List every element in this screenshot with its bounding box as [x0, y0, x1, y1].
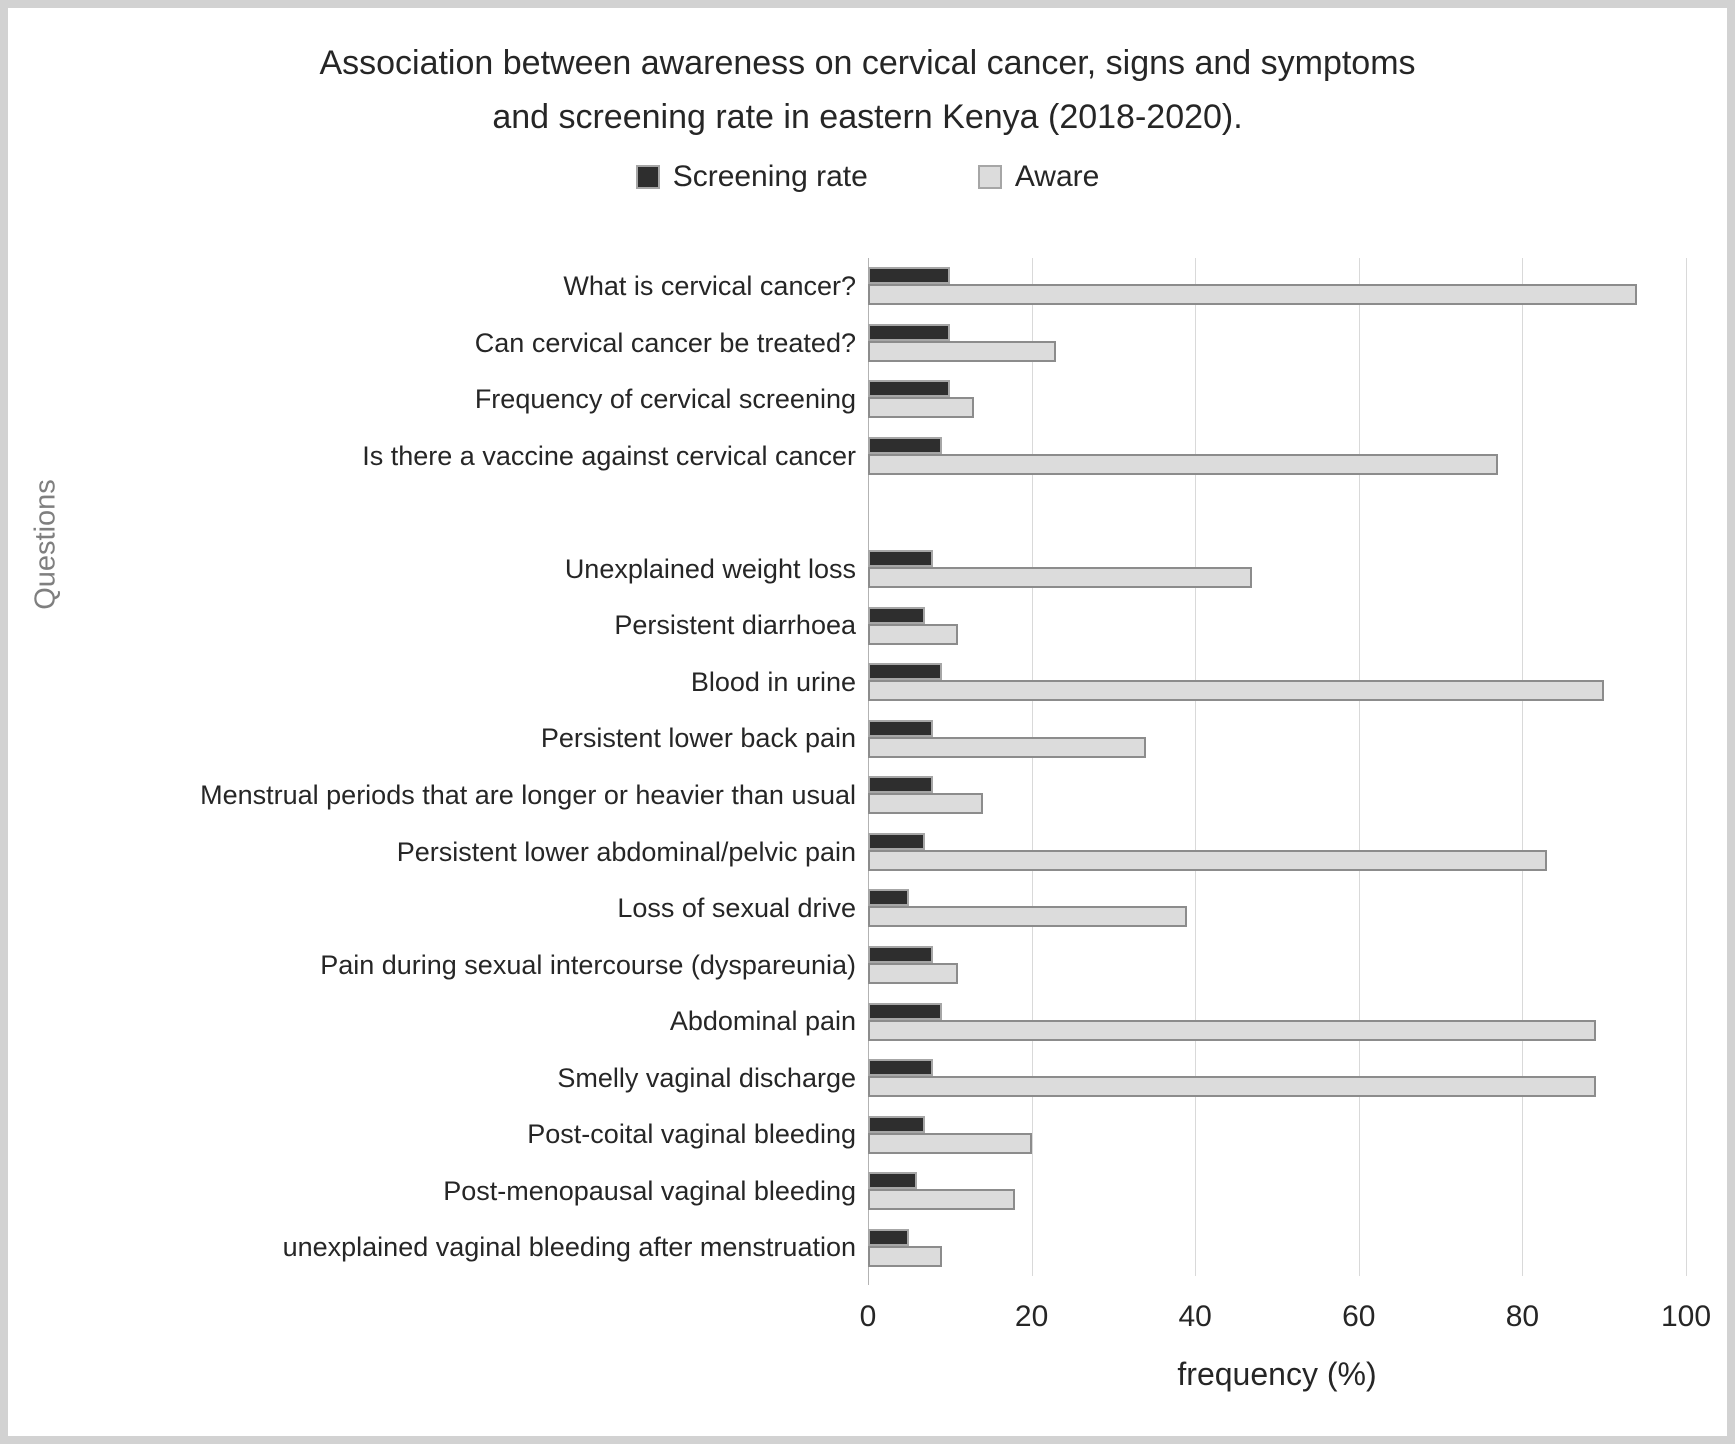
- category-label: Pain during sexual intercourse (dyspareu…: [320, 949, 856, 980]
- bar-aware: [868, 567, 1253, 589]
- gridline: [1031, 258, 1033, 1276]
- gridline: [1358, 258, 1360, 1276]
- bar-aware: [868, 680, 1605, 702]
- bar-aware: [868, 1245, 942, 1267]
- bar-aware: [868, 1189, 1016, 1211]
- bar-aware: [868, 1076, 1597, 1098]
- y-axis-title: Questions: [29, 479, 62, 610]
- bar-screening-rate: [868, 889, 909, 907]
- x-axis-title: frequency (%): [1177, 1356, 1377, 1392]
- bar-screening-rate: [868, 323, 950, 341]
- category-label: Post-menopausal vaginal bleeding: [443, 1175, 856, 1206]
- category-label: unexplained vaginal bleeding after menst…: [282, 1232, 856, 1263]
- bar-screening-rate: [868, 1002, 942, 1020]
- bar-screening-rate: [868, 380, 950, 398]
- category-label: Persistent lower abdominal/pelvic pain: [396, 836, 856, 867]
- x-tick-label: 80: [1505, 1300, 1540, 1333]
- chart-title-line-2: and screening rate in eastern Kenya (201…: [492, 98, 1243, 137]
- bar-screening-rate: [868, 436, 942, 454]
- x-axis-ticks: 0 20 40 60 80 100: [860, 1300, 1711, 1342]
- category-label: What is cervical cancer?: [563, 271, 856, 301]
- chart-title: Association between awareness on cervica…: [8, 36, 1727, 145]
- bar-aware: [868, 284, 1637, 306]
- category-label: Frequency of cervical screening: [474, 384, 856, 415]
- bar-aware: [868, 453, 1498, 475]
- bar-aware: [868, 736, 1147, 758]
- category-label: Unexplained weight loss: [564, 553, 856, 584]
- bar-screening-rate: [868, 776, 934, 794]
- bar-screening-rate: [868, 945, 934, 963]
- legend-item-aware: Aware: [977, 160, 1100, 194]
- legend-swatch-aware-icon: [977, 165, 1002, 189]
- gridline: [1195, 258, 1197, 1276]
- bar-aware: [868, 1019, 1597, 1041]
- bar-screening-rate: [868, 663, 942, 681]
- plot-area: [868, 258, 1687, 1285]
- bar-screening-rate: [868, 832, 926, 850]
- bar-screening-rate: [868, 1228, 909, 1246]
- bar-aware: [868, 1132, 1032, 1154]
- category-label: Post-coital vaginal bleeding: [527, 1119, 856, 1150]
- legend-label-aware: Aware: [1014, 160, 1100, 193]
- bar-aware: [868, 340, 1057, 362]
- x-tick-label: 60: [1342, 1300, 1376, 1333]
- legend-swatch-screening-rate-icon: [635, 165, 660, 189]
- chart-title-line-1: Association between awareness on cervica…: [319, 44, 1416, 82]
- category-label: Abdominal pain: [669, 1006, 856, 1037]
- category-label: Loss of sexual drive: [617, 893, 856, 924]
- gridline: [1522, 258, 1524, 1276]
- x-tick-label: 40: [1178, 1300, 1212, 1333]
- bar-screening-rate: [868, 550, 934, 568]
- x-tick-label: 20: [1014, 1300, 1049, 1333]
- legend-item-screening-rate: Screening rate: [635, 160, 868, 194]
- category-label: Is there a vaccine against cervical canc…: [362, 440, 856, 471]
- category-label: Smelly vaginal discharge: [557, 1062, 856, 1093]
- bar-aware: [868, 397, 975, 419]
- bar-screening-rate: [868, 719, 934, 737]
- bar-screening-rate: [868, 1059, 934, 1077]
- bar-screening-rate: [868, 1172, 918, 1190]
- x-tick-label: 0: [859, 1300, 877, 1333]
- category-label: Can cervical cancer be treated?: [474, 327, 856, 358]
- legend-label-screening-rate: Screening rate: [672, 160, 868, 193]
- bar-screening-rate: [868, 606, 926, 624]
- gridline: [1686, 258, 1687, 1276]
- category-label: Blood in urine: [690, 666, 856, 697]
- category-label: Persistent diarrhoea: [614, 610, 856, 641]
- bar-aware: [868, 962, 958, 984]
- category-label: Menstrual periods that are longer or hea…: [200, 780, 856, 810]
- value-axis-line: [868, 258, 869, 1276]
- bar-aware: [868, 793, 983, 815]
- x-tick-label: 100: [1660, 1300, 1712, 1333]
- axis-tick-mark: [868, 1276, 869, 1285]
- bar-screening-rate: [868, 1115, 926, 1133]
- bar-aware: [868, 849, 1547, 871]
- bar-aware: [868, 623, 958, 645]
- category-labels: What is cervical cancer? Can cervical can…: [60, 258, 856, 1276]
- category-label: Persistent lower back pain: [540, 723, 856, 754]
- bar-screening-rate: [868, 267, 950, 285]
- legend: Screening rate Aware: [8, 160, 1727, 194]
- bar-aware: [868, 906, 1188, 928]
